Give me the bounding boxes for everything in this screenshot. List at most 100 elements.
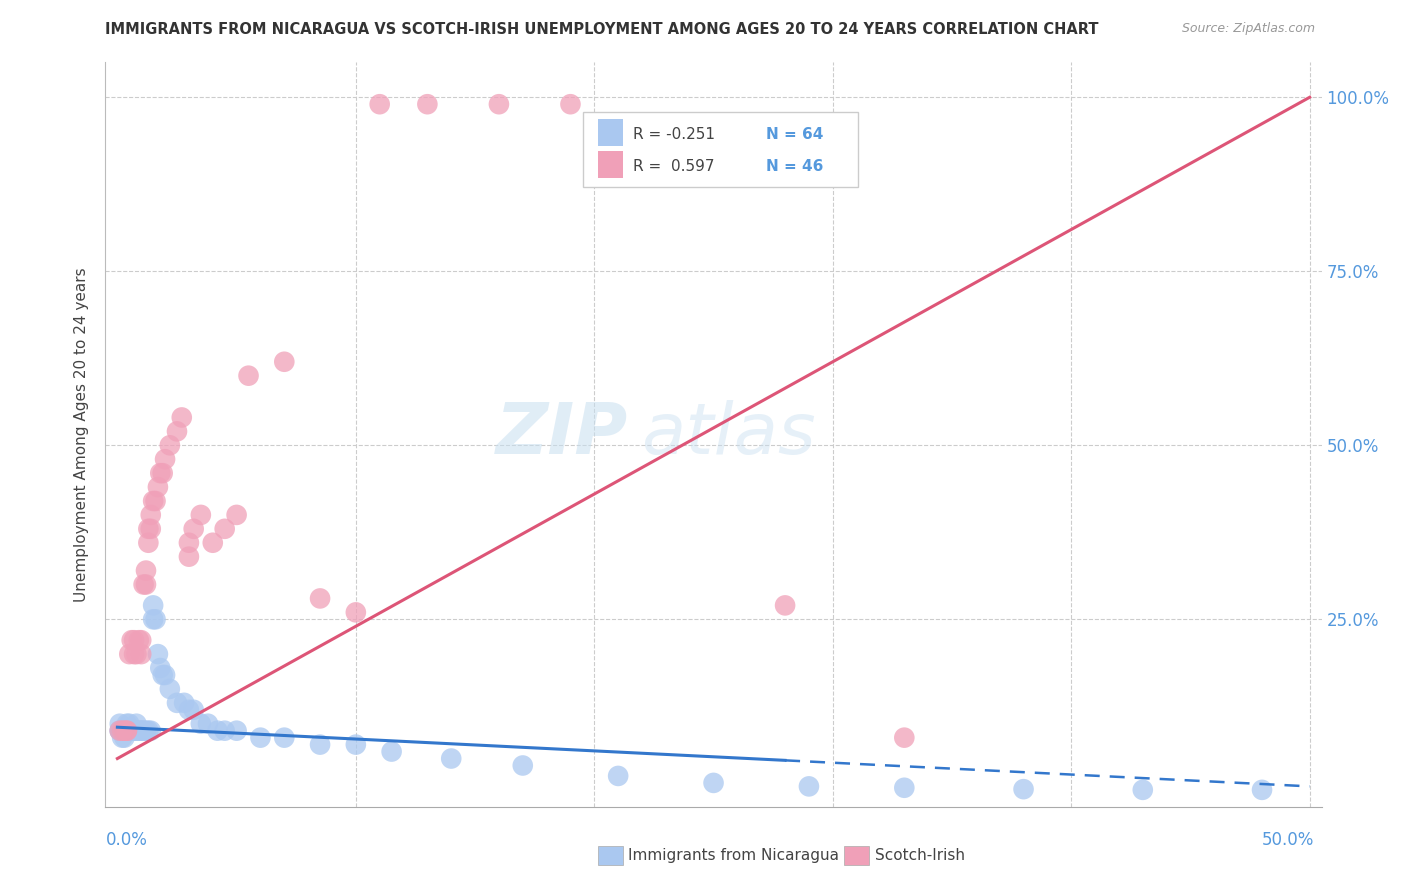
- Text: ZIP: ZIP: [496, 401, 628, 469]
- Point: [702, 776, 725, 790]
- Point: [128, 633, 150, 648]
- Point: [488, 97, 510, 112]
- Point: [118, 647, 141, 661]
- Text: 50.0%: 50.0%: [1263, 831, 1315, 849]
- Point: [118, 723, 141, 738]
- Point: [125, 723, 148, 738]
- Point: [121, 723, 143, 738]
- Point: [139, 522, 162, 536]
- Point: [183, 522, 205, 536]
- Point: [416, 97, 439, 112]
- Point: [111, 731, 134, 745]
- Point: [159, 681, 181, 696]
- Text: Scotch-Irish: Scotch-Irish: [875, 848, 965, 863]
- Point: [132, 723, 155, 738]
- Point: [114, 723, 136, 738]
- Text: Immigrants from Nicaragua: Immigrants from Nicaragua: [628, 848, 839, 863]
- Point: [146, 647, 169, 661]
- Point: [108, 723, 131, 738]
- Point: [108, 723, 131, 738]
- Point: [128, 723, 150, 738]
- Point: [368, 97, 391, 112]
- Text: R = -0.251: R = -0.251: [633, 127, 714, 142]
- Point: [146, 480, 169, 494]
- Point: [129, 723, 152, 738]
- Text: atlas: atlas: [641, 401, 815, 469]
- Point: [108, 723, 131, 738]
- Point: [512, 758, 534, 772]
- Point: [273, 731, 295, 745]
- Point: [344, 605, 367, 619]
- Text: Source: ZipAtlas.com: Source: ZipAtlas.com: [1181, 22, 1315, 36]
- Point: [122, 723, 145, 738]
- Point: [153, 668, 176, 682]
- Point: [159, 438, 181, 452]
- Point: [122, 723, 145, 738]
- Point: [122, 647, 145, 661]
- Text: IMMIGRANTS FROM NICARAGUA VS SCOTCH-IRISH UNEMPLOYMENT AMONG AGES 20 TO 24 YEARS: IMMIGRANTS FROM NICARAGUA VS SCOTCH-IRIS…: [105, 22, 1099, 37]
- Point: [773, 599, 796, 613]
- Point: [139, 508, 162, 522]
- Point: [114, 731, 136, 745]
- Point: [115, 723, 138, 738]
- Point: [201, 535, 224, 549]
- Point: [139, 723, 162, 738]
- Point: [135, 723, 157, 738]
- Point: [177, 535, 200, 549]
- Point: [893, 780, 915, 795]
- Point: [238, 368, 260, 383]
- Point: [114, 723, 136, 738]
- Point: [166, 696, 188, 710]
- Point: [225, 508, 247, 522]
- Point: [149, 661, 172, 675]
- Point: [125, 647, 148, 661]
- Text: R =  0.597: R = 0.597: [633, 159, 714, 174]
- Point: [121, 723, 143, 738]
- Point: [440, 751, 463, 765]
- Point: [115, 723, 138, 738]
- Point: [142, 494, 165, 508]
- Point: [309, 738, 332, 752]
- Point: [122, 633, 145, 648]
- Point: [173, 696, 195, 710]
- Point: [115, 723, 138, 738]
- Point: [170, 410, 193, 425]
- Point: [111, 723, 134, 738]
- Point: [797, 780, 820, 794]
- Point: [177, 703, 200, 717]
- Point: [135, 564, 157, 578]
- Point: [115, 716, 138, 731]
- Point: [121, 723, 143, 738]
- Text: 0.0%: 0.0%: [105, 831, 148, 849]
- Point: [135, 577, 157, 591]
- Point: [111, 723, 134, 738]
- Point: [138, 522, 160, 536]
- Point: [108, 716, 131, 731]
- Point: [214, 522, 236, 536]
- Point: [125, 716, 148, 731]
- Point: [142, 599, 165, 613]
- Point: [309, 591, 332, 606]
- Point: [190, 716, 212, 731]
- Point: [214, 723, 236, 738]
- Point: [249, 731, 271, 745]
- Point: [153, 452, 176, 467]
- Point: [344, 738, 367, 752]
- Point: [118, 723, 141, 738]
- Point: [1012, 782, 1035, 797]
- Point: [129, 633, 152, 648]
- Point: [111, 723, 134, 738]
- Text: N = 46: N = 46: [766, 159, 824, 174]
- Point: [132, 577, 155, 591]
- Point: [111, 723, 134, 738]
- Point: [225, 723, 247, 738]
- Point: [152, 466, 174, 480]
- Point: [111, 723, 134, 738]
- Point: [197, 716, 219, 731]
- Point: [142, 612, 165, 626]
- Point: [190, 508, 212, 522]
- Point: [115, 723, 138, 738]
- Text: N = 64: N = 64: [766, 127, 824, 142]
- Point: [118, 716, 141, 731]
- Point: [114, 723, 136, 738]
